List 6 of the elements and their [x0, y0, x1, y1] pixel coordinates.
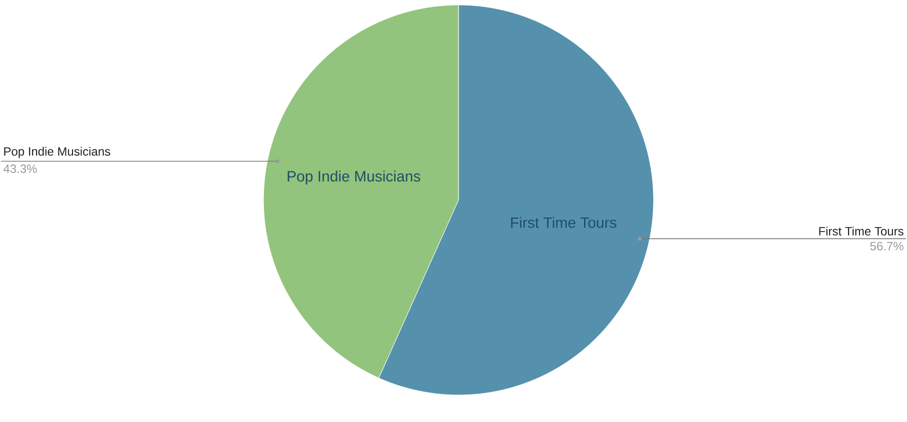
slice-label: First Time Tours — [819, 226, 904, 236]
data-label: 43.3% — [3, 164, 37, 173]
slice-label: Pop Indie Musicians — [288, 170, 420, 185]
slice-label: Pop Indie Musicians — [4, 146, 110, 158]
data-label: 56.7% — [870, 242, 904, 250]
slice-label: First Time Tours — [511, 216, 616, 228]
